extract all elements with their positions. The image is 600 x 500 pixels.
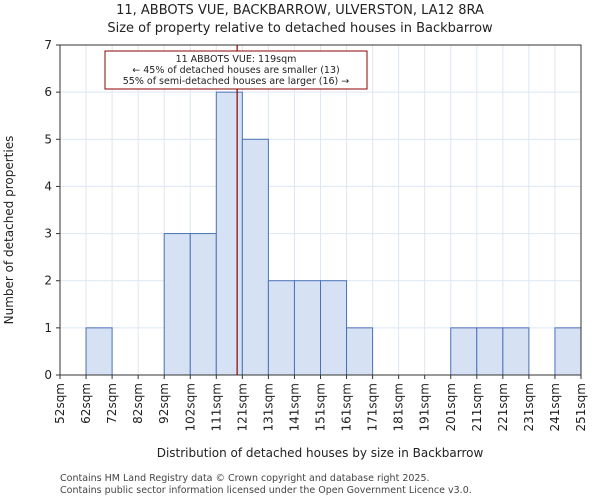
bars xyxy=(85,91,582,376)
plot-frame xyxy=(59,44,582,376)
bar-131sqm xyxy=(267,280,295,376)
x-tick-label: 211sqm xyxy=(470,383,484,431)
x-tick-label: 82sqm xyxy=(131,383,145,424)
x-tick-label: 141sqm xyxy=(287,383,301,431)
x-tick-label: 161sqm xyxy=(340,383,354,431)
y-tick-label: 7 xyxy=(44,38,52,52)
y-tick-label: 0 xyxy=(44,368,52,382)
y-tick-label: 6 xyxy=(44,85,52,99)
chart-title-line2: Size of property relative to detached ho… xyxy=(107,21,493,36)
x-tick-label: 131sqm xyxy=(261,383,275,431)
y-tick-label: 5 xyxy=(44,132,52,146)
bar-211sqm xyxy=(476,327,504,376)
x-tick-label: 221sqm xyxy=(496,383,510,431)
chart-title-line1: 11, ABBOTS VUE, BACKBARROW, ULVERSTON, L… xyxy=(116,3,484,18)
bar-62sqm xyxy=(85,327,113,376)
x-axis-label: Distribution of detached houses by size … xyxy=(157,446,484,460)
bar-102sqm xyxy=(189,233,217,376)
x-tick-label: 251sqm xyxy=(574,383,588,431)
x-tick-label: 62sqm xyxy=(79,383,93,424)
annotation-box-frame xyxy=(104,50,368,90)
x-tick-label: 171sqm xyxy=(366,383,380,431)
bar-221sqm xyxy=(502,327,530,376)
y-tick-label: 2 xyxy=(44,274,52,288)
bar-151sqm xyxy=(320,280,348,376)
annotation-box: 11 ABBOTS VUE: 119sqm ← 45% of detached … xyxy=(104,50,368,90)
x-tick-label: 191sqm xyxy=(418,383,432,431)
x-axis-ticks: 52sqm 62sqm 72sqm 82sqm 92sqm 102sqm 111sqm 121… xyxy=(53,375,588,431)
annotation-line-2: ← 45% of detached houses are smaller (13… xyxy=(132,65,339,76)
x-tick-label: 181sqm xyxy=(392,383,406,431)
x-tick-label: 201sqm xyxy=(444,383,458,431)
bar-201sqm xyxy=(450,327,478,376)
bar-241sqm xyxy=(554,327,582,376)
bar-121sqm xyxy=(241,138,269,376)
x-tick-label: 241sqm xyxy=(548,383,562,431)
y-axis-ticks: 0 1 2 3 4 5 6 7 xyxy=(44,38,60,382)
annotation-line-3: 55% of semi-detached houses are larger (… xyxy=(123,76,350,87)
bar-161sqm xyxy=(346,327,374,376)
x-tick-label: 52sqm xyxy=(53,383,67,424)
y-tick-label: 1 xyxy=(44,321,52,335)
y-axis-label: Number of detached properties xyxy=(2,136,16,325)
x-tick-label: 92sqm xyxy=(157,383,171,424)
y-tick-label: 4 xyxy=(44,179,52,193)
footer-line-2: Contains public sector information licen… xyxy=(60,485,472,496)
bar-92sqm xyxy=(163,233,191,376)
bar-111sqm xyxy=(215,91,243,376)
x-tick-label: 121sqm xyxy=(235,383,249,431)
y-tick-label: 3 xyxy=(44,227,52,241)
x-tick-label: 111sqm xyxy=(209,383,223,431)
x-tick-label: 102sqm xyxy=(183,383,197,431)
bar-141sqm xyxy=(293,280,322,376)
footer-line-1: Contains HM Land Registry data © Crown c… xyxy=(60,473,430,484)
x-tick-label: 151sqm xyxy=(314,383,328,431)
x-tick-label: 72sqm xyxy=(105,383,119,424)
x-tick-label: 231sqm xyxy=(522,383,536,431)
annotation-line-1: 11 ABBOTS VUE: 119sqm xyxy=(176,54,297,65)
